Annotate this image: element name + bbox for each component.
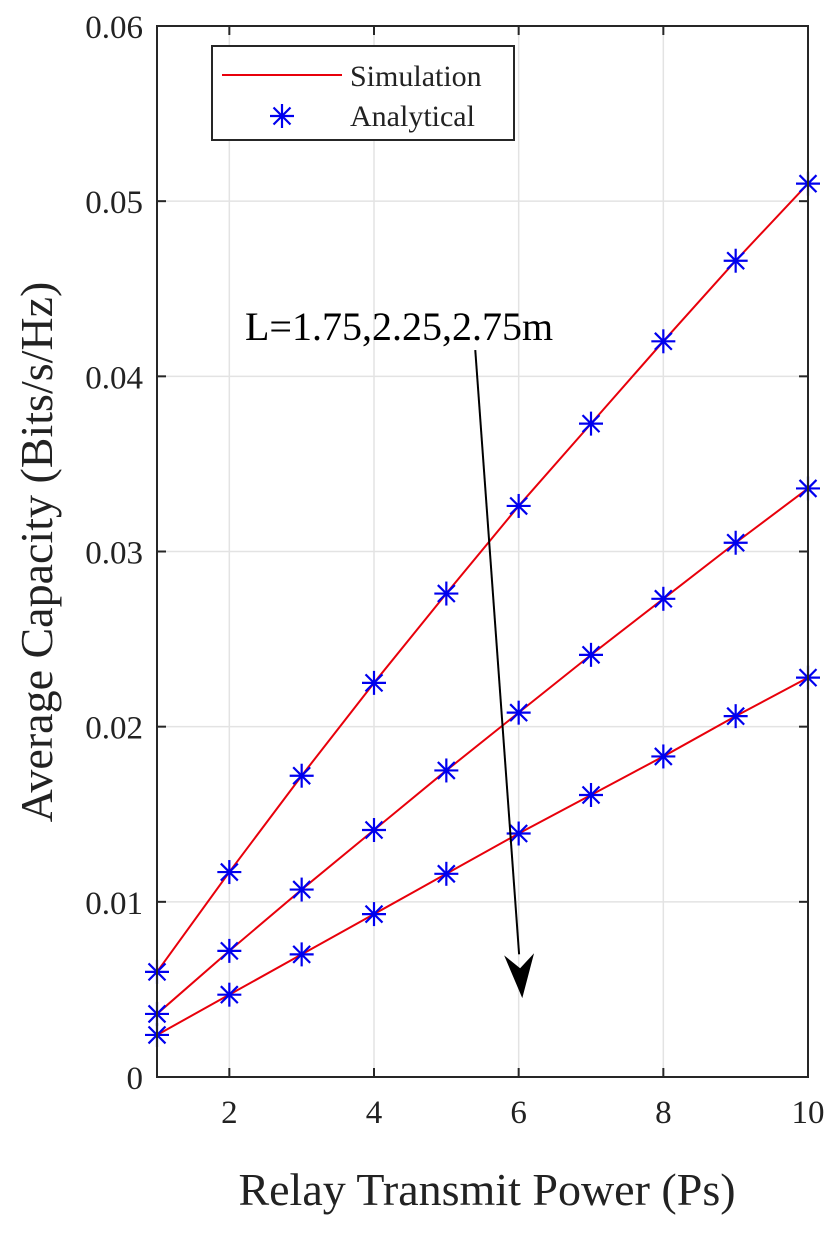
analytical-point [362,670,386,695]
x-tick-label: 4 [366,1095,383,1131]
annotation-arrow [474,349,521,955]
analytical-point [362,818,386,843]
analytical-point [579,642,603,667]
analytical-point [217,982,242,1007]
analytical-point [723,704,748,729]
grid [157,26,808,1077]
analytical-point [506,493,531,518]
legend-analytical-label: Analytical [350,100,475,133]
x-tick-label: 10 [792,1095,825,1131]
y-tick-label: 0 [127,1061,144,1097]
analytical-point [434,861,459,886]
legend-analytical-swatch [270,104,294,128]
legend-simulation-label: Simulation [350,60,482,93]
analytical-point [289,942,314,967]
analytical-point [723,248,748,273]
series-layer [145,171,820,1047]
analytical-point [289,763,314,788]
analytical-point [651,744,676,769]
legend-box [211,45,515,141]
analytical-point [434,758,459,783]
analytical-point [217,938,242,963]
analytical-point [289,877,314,902]
analytical-point [579,411,603,436]
y-tick-label: 0.01 [85,886,143,922]
analytical-point [362,902,386,927]
y-tick-label: 0.02 [85,711,143,747]
legend: Simulation Analytical [211,45,515,141]
analytical-point [434,581,459,606]
x-tick-label: 8 [655,1095,672,1131]
y-tick-label: 0.03 [85,536,143,572]
analytical-point [579,782,603,807]
analytical-point [651,329,676,354]
simulation-line-1 [156,182,809,973]
simulation-line-3 [156,676,809,1036]
analytical-point [723,530,748,555]
y-tick-label: 0.05 [85,185,143,221]
analytical-point [217,860,242,885]
x-tick-label: 6 [510,1095,527,1131]
y-tick-label: 0.04 [85,360,143,396]
simulation-line-2 [156,487,809,1015]
x-tick-label: 2 [221,1095,238,1131]
annotation: L=1.75,2.25,2.75m [245,304,553,999]
annotation-arrow-head [504,953,535,999]
axes: 2 4 6 8 10 0 0.01 0.02 0.03 0.04 0.05 0.06 [85,10,824,1131]
annotation-label: L=1.75,2.25,2.75m [245,304,553,349]
analytical-point [506,700,531,725]
x-axis-title: Relay Transmit Power (Ps) [238,1164,735,1215]
y-axis-title: Average Capacity (Bits/s/Hz) [11,282,62,823]
legend-analytical-marker [270,104,294,128]
y-tick-label: 0.06 [85,10,143,46]
analytical-point [651,586,676,611]
